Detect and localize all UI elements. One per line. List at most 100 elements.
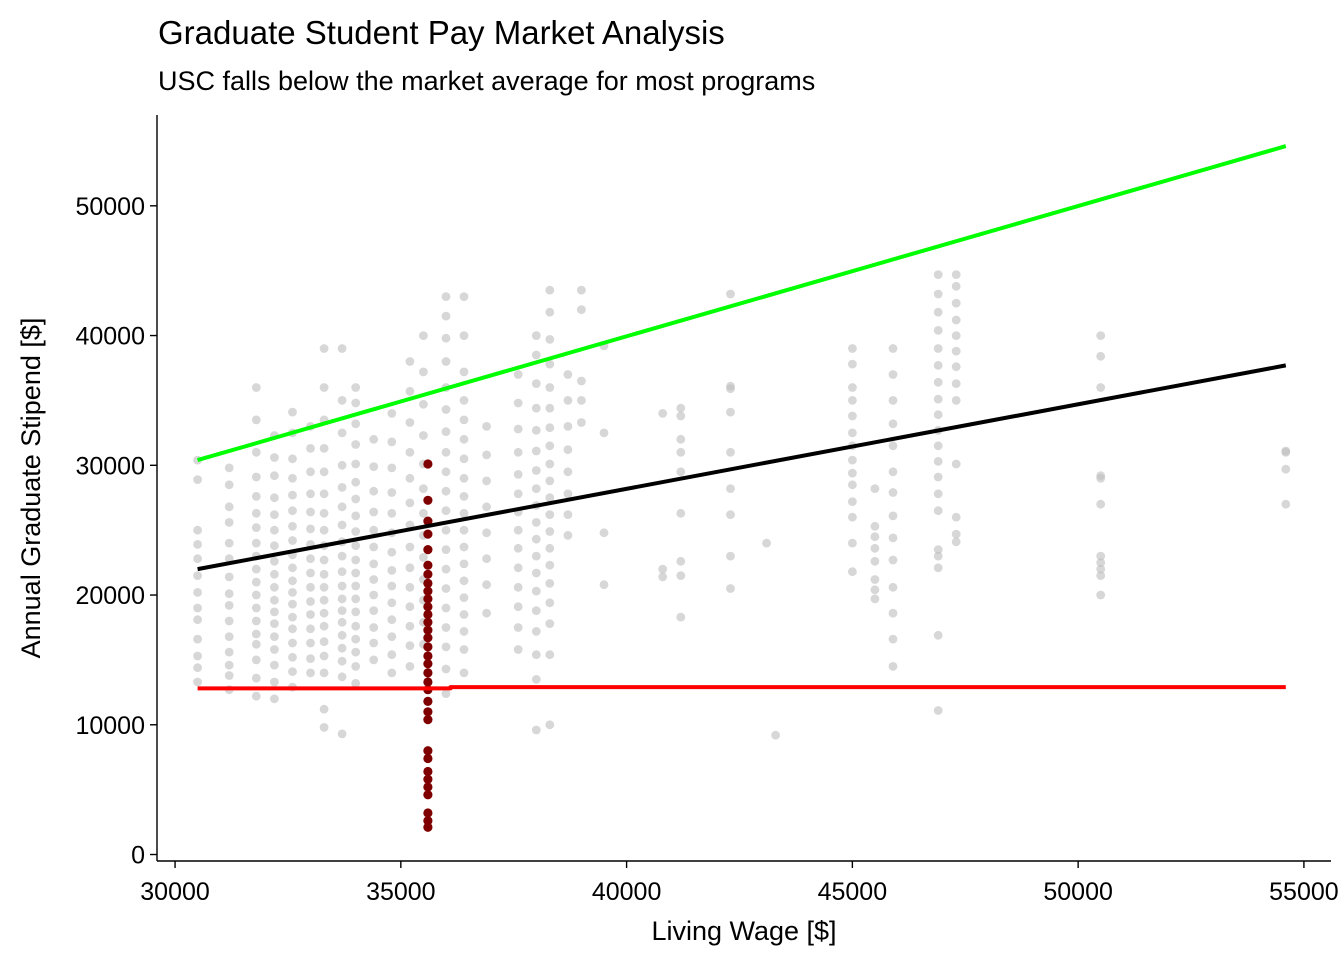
market-point [933, 441, 943, 451]
market-point [351, 678, 361, 688]
market-point [369, 542, 379, 552]
market-point [405, 498, 415, 508]
market-point [848, 455, 857, 465]
market-point [369, 462, 379, 471]
market-point [319, 651, 329, 661]
market-point [251, 415, 261, 425]
market-point [288, 506, 297, 516]
market-point [251, 383, 261, 392]
market-point [513, 582, 523, 592]
market-point [270, 582, 279, 592]
market-point [441, 642, 451, 652]
market-point [306, 524, 315, 534]
market-point [658, 572, 668, 582]
market-point [387, 488, 397, 497]
market-point [726, 407, 735, 417]
market-point [933, 706, 943, 715]
market-point [405, 582, 415, 592]
y-tick-label: 20000 [75, 582, 145, 610]
market-point [306, 668, 315, 678]
usc-point [423, 617, 433, 627]
market-point [951, 459, 961, 469]
market-point [933, 551, 943, 561]
market-point [513, 470, 523, 479]
plot-area [193, 144, 1291, 832]
market-point [270, 453, 279, 462]
market-point [351, 634, 361, 644]
market-point [224, 538, 234, 548]
market-point [459, 331, 469, 340]
market-point [251, 564, 261, 574]
market-point [1096, 564, 1106, 574]
market-point [351, 662, 361, 671]
market-point [513, 623, 523, 632]
market-point [288, 473, 297, 483]
usc-point [423, 808, 433, 818]
market-point [459, 367, 469, 377]
market-point [306, 444, 315, 453]
market-point [545, 720, 555, 730]
market-point [459, 396, 469, 405]
market-point [419, 431, 428, 440]
market-point [933, 545, 943, 554]
market-point [337, 567, 347, 577]
market-point [351, 621, 361, 631]
usc-point [423, 594, 433, 604]
market-point [870, 484, 880, 493]
market-point [306, 568, 315, 578]
market-point [369, 486, 379, 496]
market-point [513, 525, 523, 535]
market-point [1096, 558, 1106, 567]
market-point [387, 437, 397, 447]
market-point [441, 467, 451, 477]
y-tick-label: 30000 [75, 452, 145, 480]
market-point [545, 650, 555, 660]
market-point [306, 467, 315, 477]
market-point [545, 579, 555, 588]
market-point [545, 403, 555, 413]
x-tick-label: 55000 [1269, 878, 1339, 906]
market-point [337, 396, 347, 405]
market-point [319, 582, 329, 592]
market-point [251, 629, 261, 639]
market-point [351, 511, 361, 521]
market-point [531, 675, 541, 684]
market-point [482, 608, 491, 618]
market-point [513, 543, 523, 553]
market-point [482, 580, 491, 590]
market-point [306, 489, 315, 499]
market-point [459, 576, 469, 586]
market-point [251, 523, 261, 532]
market-point [224, 589, 234, 599]
market-point [577, 396, 586, 405]
market-point [405, 621, 415, 631]
market-point [563, 510, 573, 519]
x-tick-label: 40000 [592, 878, 662, 906]
market-point [1096, 499, 1106, 509]
market-point [531, 606, 541, 615]
market-point [1281, 464, 1291, 474]
usc-point [423, 790, 433, 800]
market-point [726, 447, 735, 457]
usc-point [423, 696, 433, 707]
market-point [306, 610, 315, 619]
market-point [270, 660, 279, 670]
market-point [337, 643, 347, 653]
market-point [1096, 383, 1106, 392]
market-point [545, 359, 555, 369]
usc-point [423, 766, 433, 777]
market-point [459, 593, 469, 602]
market-point [270, 694, 279, 704]
usc-point [423, 816, 433, 826]
market-point [951, 270, 961, 279]
market-point [848, 567, 857, 577]
market-point [513, 447, 523, 457]
market-point [771, 730, 780, 740]
market-point [193, 651, 203, 661]
market-point [369, 655, 379, 665]
usc-point [423, 668, 433, 678]
market-point [933, 506, 943, 516]
market-point [545, 423, 555, 433]
market-point [545, 543, 555, 553]
market-point [441, 664, 451, 674]
